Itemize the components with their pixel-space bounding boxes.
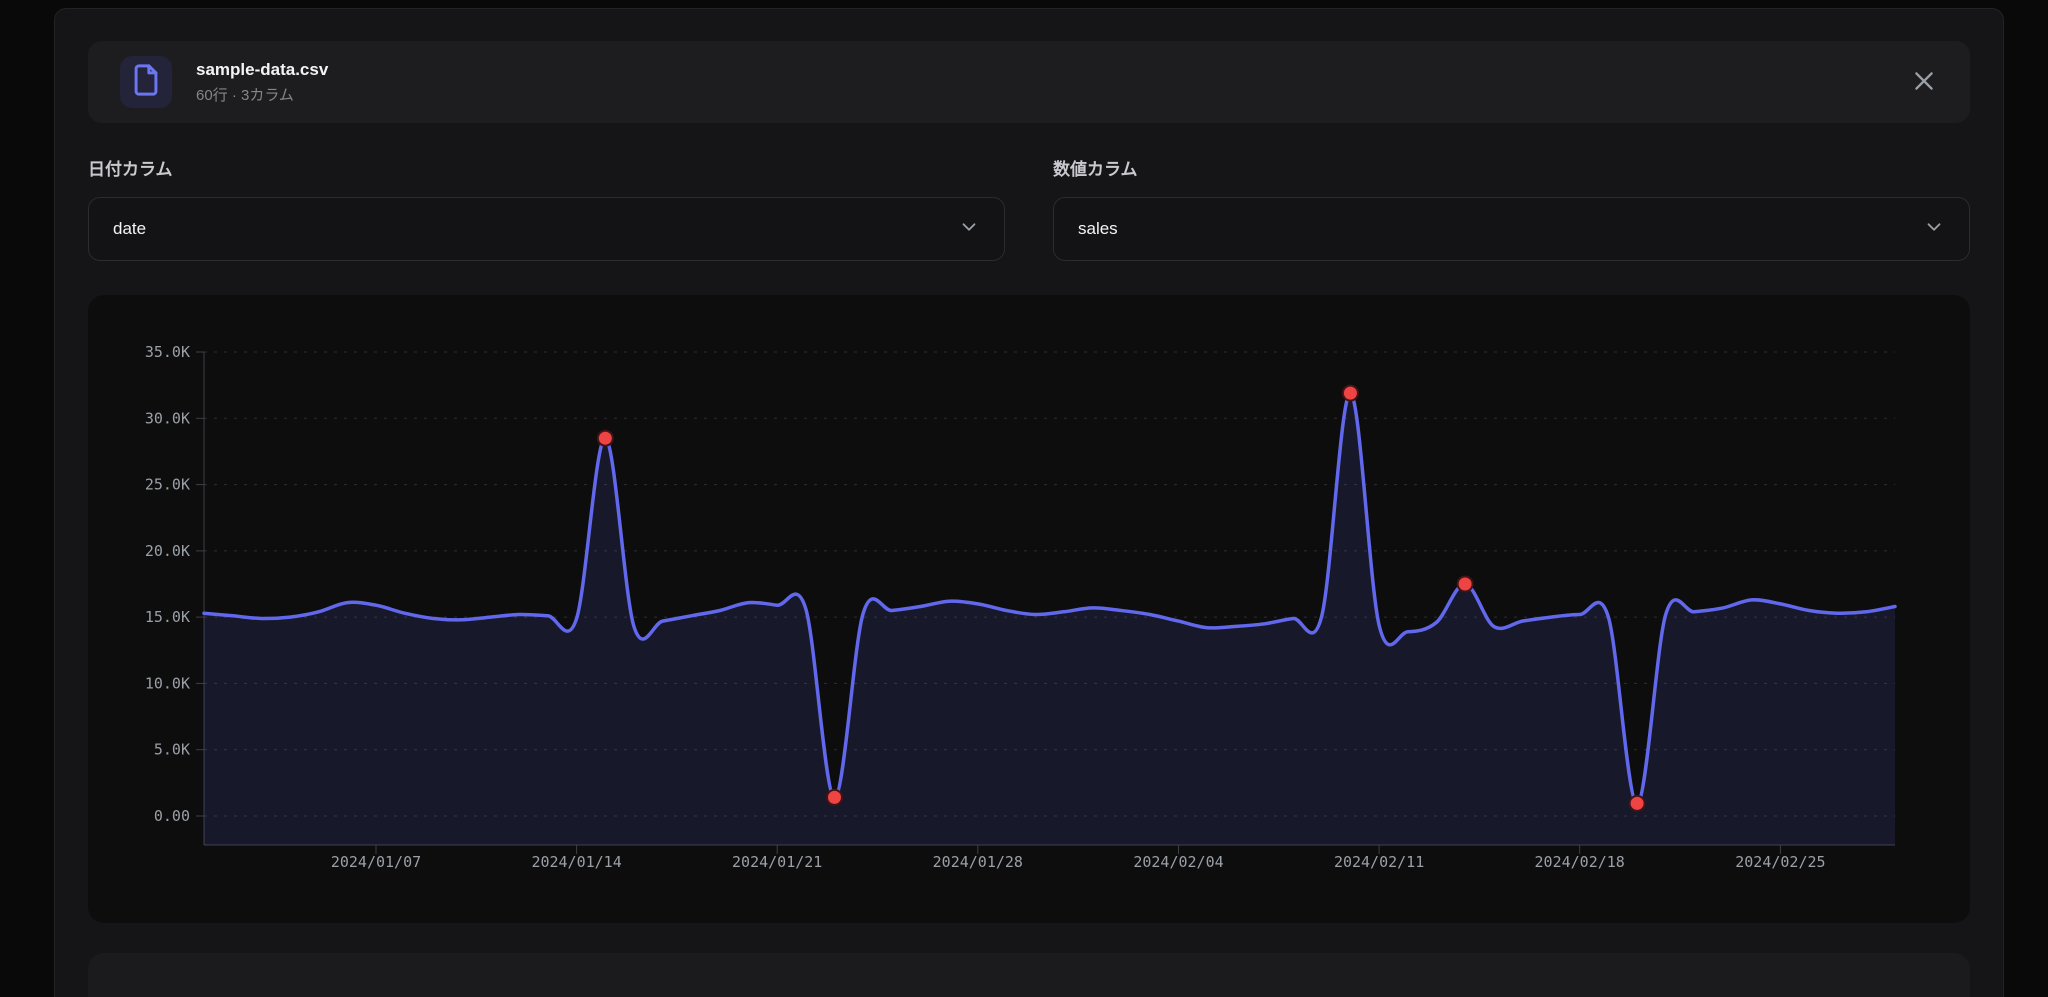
anomaly-dot: [826, 788, 843, 806]
content-area: sample-data.csv 60行 · 3カラム 日付カラム dat: [55, 9, 2003, 997]
column-selectors: 日付カラム date 数値カラム sales: [88, 159, 1970, 261]
timeseries-line-chart: 0.00 5.0K 10.0K 15.0K 20.0K 25.0K 30.0K 35.0K 20…: [145, 343, 1897, 871]
x-axis-label: 2024/02/18: [1535, 853, 1625, 871]
y-axis-label: 25.0K: [145, 476, 190, 494]
y-axis-label: 0.00: [154, 807, 190, 825]
file-icon: [129, 63, 163, 102]
date-column-value: date: [113, 219, 147, 238]
date-column-field: 日付カラム date: [88, 159, 1005, 261]
y-axis-label: 15.0K: [145, 608, 190, 626]
anomaly-dot: [1341, 384, 1359, 402]
chevron-down-icon: [958, 216, 980, 243]
chevron-down-icon: [1923, 216, 1945, 243]
anomaly-dot: [596, 429, 614, 447]
close-icon: [1911, 68, 1937, 97]
x-axis-label: 2024/02/25: [1735, 853, 1825, 871]
file-texts: sample-data.csv 60行 · 3カラム: [196, 59, 1904, 105]
x-axis-label: 2024/01/07: [331, 853, 421, 871]
series-area: [204, 393, 1895, 845]
anomaly-dot: [1628, 794, 1646, 812]
y-axis-label: 30.0K: [145, 409, 190, 427]
date-column-label: 日付カラム: [88, 160, 173, 179]
x-axis-label: 2024/01/14: [531, 853, 621, 871]
y-axis-label: 35.0K: [145, 343, 190, 361]
y-axis-label: 20.0K: [145, 542, 190, 560]
x-axis-label: 2024/02/11: [1334, 853, 1424, 871]
x-axis-label: 2024/01/21: [732, 853, 822, 871]
file-name: sample-data.csv: [196, 59, 329, 79]
file-icon-box: [120, 56, 172, 108]
value-column-field: 数値カラム sales: [1053, 159, 1970, 261]
value-column-label: 数値カラム: [1053, 160, 1138, 179]
date-column-select[interactable]: date: [88, 197, 1005, 261]
timeseries-chart-card: 0.00 5.0K 10.0K 15.0K 20.0K 25.0K 30.0K 35.0K 20…: [88, 295, 1970, 923]
y-axis-label: 10.0K: [145, 674, 190, 692]
value-column-select[interactable]: sales: [1053, 197, 1970, 261]
main-panel: sample-data.csv 60行 · 3カラム 日付カラム dat: [54, 8, 2004, 997]
x-axis-label: 2024/02/04: [1133, 853, 1223, 871]
close-file-button[interactable]: [1904, 62, 1944, 102]
uploaded-file-card: sample-data.csv 60行 · 3カラム: [88, 41, 1970, 123]
series-line: [202, 391, 1897, 806]
next-section-card: [88, 953, 1970, 997]
y-axis-label: 5.0K: [154, 741, 190, 759]
file-meta: 60行 · 3カラム: [196, 87, 294, 105]
value-column-value: sales: [1078, 219, 1118, 238]
anomaly-dot: [1456, 575, 1474, 593]
x-axis-label: 2024/01/28: [933, 853, 1023, 871]
